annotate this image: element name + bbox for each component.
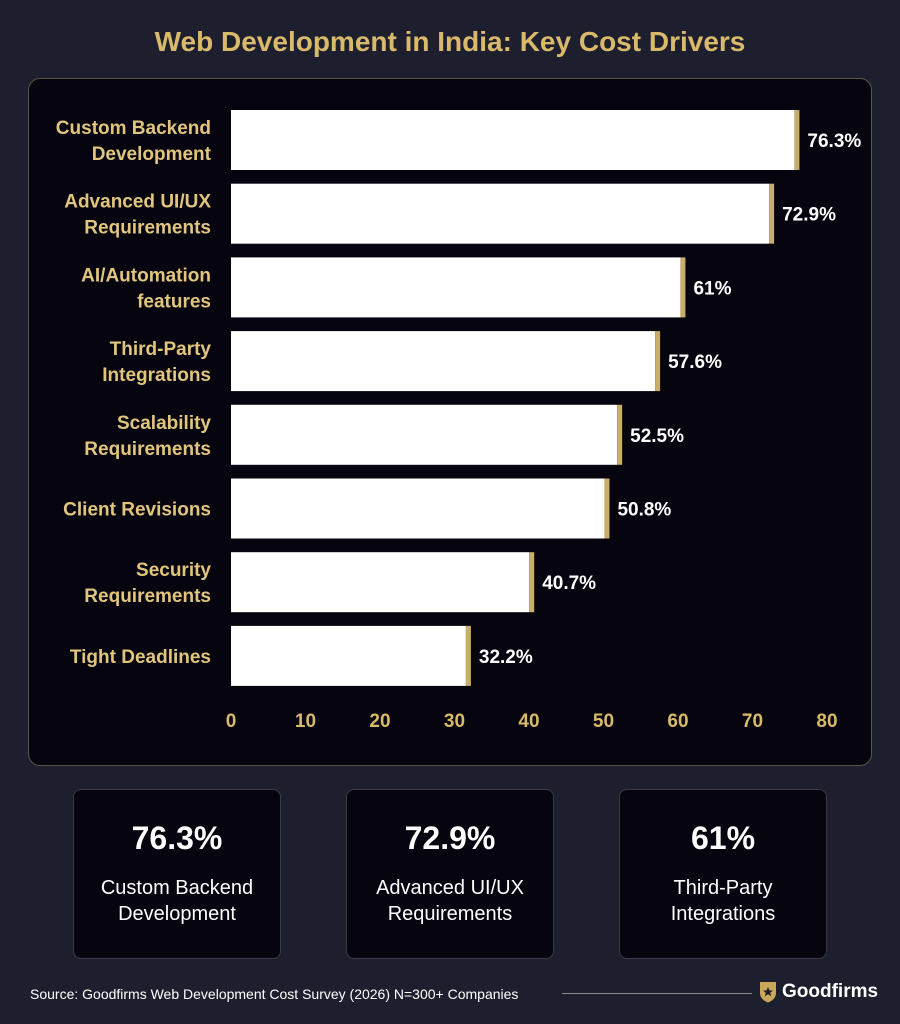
divider bbox=[562, 993, 752, 994]
value-label: 61% bbox=[693, 278, 731, 299]
bar-edge bbox=[617, 404, 623, 465]
category-label: Tight Deadlines bbox=[70, 647, 211, 668]
chart-panel: 76.3% Custom Backend Development 72.9% Advan… bbox=[28, 78, 872, 766]
x-tick-label: 80 bbox=[816, 711, 837, 732]
bar bbox=[231, 331, 656, 392]
card-value: 61% bbox=[690, 820, 756, 856]
card-label: Custom Backend Development bbox=[100, 877, 254, 925]
x-tick-label: 0 bbox=[226, 711, 237, 732]
value-label: 50.8% bbox=[617, 500, 671, 521]
value-label: 76.3% bbox=[807, 131, 861, 152]
bar bbox=[231, 404, 618, 465]
x-tick-label: 70 bbox=[742, 711, 763, 732]
x-tick-label: 20 bbox=[369, 711, 390, 732]
bar bbox=[231, 110, 795, 170]
x-tick-label: 60 bbox=[667, 711, 688, 732]
category-label: Custom Backend Development bbox=[56, 118, 212, 165]
value-label: 52.5% bbox=[630, 426, 684, 447]
bar-edge bbox=[604, 478, 610, 539]
value-label: 32.2% bbox=[479, 647, 533, 668]
bar bbox=[231, 552, 530, 613]
bar bbox=[231, 183, 770, 244]
shield-star-icon bbox=[760, 982, 776, 1003]
x-tick-label: 10 bbox=[295, 711, 316, 732]
bar bbox=[231, 257, 681, 318]
brand-logo: Goodfirms bbox=[758, 981, 878, 1003]
card-value: 76.3% bbox=[131, 820, 223, 856]
bar-edge bbox=[769, 183, 775, 244]
card-label: Third-Party Integrations bbox=[670, 877, 776, 925]
bar-edge bbox=[655, 331, 661, 392]
chart-title: Web Development in India: Key Cost Drive… bbox=[154, 26, 746, 57]
highlight-card: 61% Third-Party Integrations bbox=[619, 789, 827, 959]
highlight-cards: 76.3% Custom Backend Development 72.9% A… bbox=[0, 789, 900, 959]
bar bbox=[231, 478, 605, 539]
highlight-card: 76.3% Custom Backend Development bbox=[73, 789, 281, 959]
category-label: Client Revisions bbox=[63, 500, 211, 521]
category-label: Advanced UI/UX Requirements bbox=[64, 192, 211, 239]
bar-edge bbox=[529, 552, 535, 613]
value-label: 40.7% bbox=[542, 573, 596, 594]
card-value: 72.9% bbox=[404, 820, 496, 856]
source-note: Source: Goodfirms Web Development Cost S… bbox=[30, 986, 519, 1002]
bar-chart: 76.3% Custom Backend Development 72.9% Advan… bbox=[56, 110, 861, 732]
x-tick-label: 50 bbox=[593, 711, 614, 732]
x-tick-label: 30 bbox=[444, 711, 465, 732]
card-label: Advanced UI/UX Requirements bbox=[376, 877, 524, 925]
category-label: Security Requirements bbox=[84, 560, 211, 607]
x-tick-label: 40 bbox=[518, 711, 539, 732]
value-label: 72.9% bbox=[782, 205, 836, 226]
bar-edge bbox=[465, 625, 471, 686]
brand-name: Goodfirms bbox=[782, 981, 879, 1002]
value-label: 57.6% bbox=[668, 352, 722, 373]
bar-edge bbox=[680, 257, 686, 318]
category-label: Scalability Requirements bbox=[84, 413, 211, 460]
category-label: AI/Automation features bbox=[81, 265, 211, 312]
bar-edge bbox=[794, 110, 800, 170]
category-label: Third-Party Integrations bbox=[102, 339, 211, 386]
bar bbox=[231, 625, 466, 686]
highlight-card: 72.9% Advanced UI/UX Requirements bbox=[346, 789, 554, 959]
